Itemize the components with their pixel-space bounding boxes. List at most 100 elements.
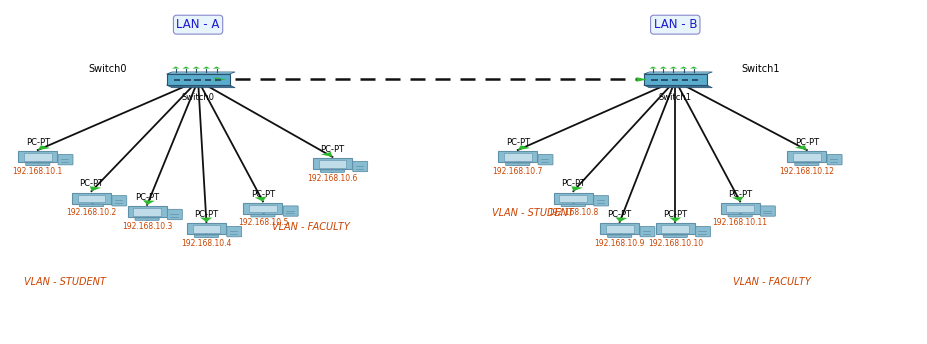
Text: 192.168.10.7: 192.168.10.7 bbox=[492, 167, 542, 176]
FancyBboxPatch shape bbox=[661, 225, 689, 233]
FancyBboxPatch shape bbox=[184, 79, 190, 81]
FancyBboxPatch shape bbox=[663, 235, 687, 237]
FancyBboxPatch shape bbox=[561, 204, 585, 207]
FancyBboxPatch shape bbox=[78, 195, 106, 202]
FancyBboxPatch shape bbox=[214, 79, 221, 81]
Polygon shape bbox=[186, 223, 225, 234]
Polygon shape bbox=[128, 206, 166, 217]
Polygon shape bbox=[243, 203, 282, 214]
Text: 192.168.10.11: 192.168.10.11 bbox=[712, 218, 767, 227]
Text: 192.168.10.12: 192.168.10.12 bbox=[779, 167, 833, 176]
FancyBboxPatch shape bbox=[24, 153, 52, 161]
Polygon shape bbox=[19, 151, 57, 162]
Polygon shape bbox=[171, 66, 179, 68]
Text: PC-PT: PC-PT bbox=[561, 180, 585, 189]
Text: Switch1: Switch1 bbox=[658, 93, 691, 102]
Polygon shape bbox=[636, 77, 647, 82]
FancyBboxPatch shape bbox=[135, 218, 159, 220]
Text: 192.168.10.4: 192.168.10.4 bbox=[181, 239, 232, 248]
Text: VLAN - FACULTY: VLAN - FACULTY bbox=[732, 277, 809, 287]
FancyBboxPatch shape bbox=[226, 226, 241, 237]
Text: VLAN - STUDENT: VLAN - STUDENT bbox=[24, 277, 106, 287]
FancyBboxPatch shape bbox=[112, 196, 127, 206]
Polygon shape bbox=[643, 72, 712, 74]
FancyBboxPatch shape bbox=[80, 204, 104, 207]
Text: Switch0: Switch0 bbox=[88, 64, 126, 74]
Polygon shape bbox=[731, 197, 743, 202]
Text: 192.168.10.1: 192.168.10.1 bbox=[13, 167, 63, 176]
Text: 192.168.10.8: 192.168.10.8 bbox=[548, 208, 598, 217]
FancyBboxPatch shape bbox=[194, 79, 200, 81]
Text: PC-PT: PC-PT bbox=[728, 190, 752, 199]
FancyBboxPatch shape bbox=[248, 205, 276, 213]
Polygon shape bbox=[202, 66, 210, 68]
Text: LAN - B: LAN - B bbox=[653, 18, 696, 31]
Polygon shape bbox=[669, 66, 677, 68]
Polygon shape bbox=[517, 145, 529, 150]
FancyBboxPatch shape bbox=[559, 195, 587, 202]
Polygon shape bbox=[143, 200, 155, 205]
FancyBboxPatch shape bbox=[194, 235, 218, 237]
Polygon shape bbox=[649, 66, 656, 68]
FancyBboxPatch shape bbox=[283, 206, 298, 216]
FancyBboxPatch shape bbox=[352, 161, 367, 172]
Polygon shape bbox=[553, 193, 592, 204]
FancyBboxPatch shape bbox=[204, 79, 210, 81]
FancyBboxPatch shape bbox=[826, 154, 841, 165]
Text: 192.168.10.9: 192.168.10.9 bbox=[594, 239, 644, 248]
Text: Switch0: Switch0 bbox=[182, 93, 214, 102]
Polygon shape bbox=[615, 217, 627, 222]
FancyBboxPatch shape bbox=[26, 163, 50, 165]
Text: PC-PT: PC-PT bbox=[607, 210, 631, 219]
Polygon shape bbox=[192, 66, 199, 68]
Text: Switch1: Switch1 bbox=[741, 64, 779, 74]
Polygon shape bbox=[679, 66, 687, 68]
Text: VLAN - FACULTY: VLAN - FACULTY bbox=[272, 222, 349, 232]
Text: VLAN - STUDENT: VLAN - STUDENT bbox=[491, 208, 573, 218]
Text: 192.168.10.6: 192.168.10.6 bbox=[307, 174, 357, 183]
Polygon shape bbox=[200, 217, 212, 222]
Polygon shape bbox=[166, 74, 229, 85]
Text: PC-PT: PC-PT bbox=[135, 193, 159, 202]
FancyBboxPatch shape bbox=[192, 225, 220, 233]
Polygon shape bbox=[72, 193, 111, 204]
Text: 192.168.10.5: 192.168.10.5 bbox=[237, 218, 287, 227]
FancyBboxPatch shape bbox=[607, 235, 631, 237]
Text: PC-PT: PC-PT bbox=[505, 138, 529, 147]
Polygon shape bbox=[254, 197, 266, 202]
Text: PC-PT: PC-PT bbox=[320, 145, 344, 154]
Polygon shape bbox=[643, 85, 712, 88]
Polygon shape bbox=[659, 66, 667, 68]
FancyBboxPatch shape bbox=[726, 205, 754, 213]
Polygon shape bbox=[786, 151, 825, 162]
FancyBboxPatch shape bbox=[640, 226, 654, 237]
Polygon shape bbox=[166, 85, 235, 88]
FancyBboxPatch shape bbox=[505, 163, 529, 165]
Text: PC-PT: PC-PT bbox=[663, 210, 687, 219]
Text: 192.168.10.2: 192.168.10.2 bbox=[67, 208, 117, 217]
Text: PC-PT: PC-PT bbox=[26, 138, 50, 147]
Polygon shape bbox=[690, 66, 697, 68]
Polygon shape bbox=[166, 72, 235, 74]
FancyBboxPatch shape bbox=[173, 79, 180, 81]
FancyBboxPatch shape bbox=[681, 79, 688, 81]
FancyBboxPatch shape bbox=[760, 206, 774, 216]
Polygon shape bbox=[321, 152, 332, 157]
FancyBboxPatch shape bbox=[692, 79, 698, 81]
Text: 192.168.10.10: 192.168.10.10 bbox=[647, 239, 702, 248]
FancyBboxPatch shape bbox=[593, 196, 608, 206]
Polygon shape bbox=[312, 158, 351, 169]
FancyBboxPatch shape bbox=[794, 163, 818, 165]
Polygon shape bbox=[720, 203, 759, 214]
FancyBboxPatch shape bbox=[792, 153, 819, 161]
Polygon shape bbox=[794, 145, 806, 150]
Polygon shape bbox=[212, 66, 220, 68]
FancyBboxPatch shape bbox=[671, 79, 678, 81]
Text: PC-PT: PC-PT bbox=[80, 180, 104, 189]
Text: PC-PT: PC-PT bbox=[250, 190, 274, 199]
Polygon shape bbox=[571, 186, 582, 191]
Polygon shape bbox=[182, 66, 189, 68]
Polygon shape bbox=[214, 77, 225, 82]
FancyBboxPatch shape bbox=[318, 160, 346, 168]
Text: PC-PT: PC-PT bbox=[194, 210, 218, 219]
